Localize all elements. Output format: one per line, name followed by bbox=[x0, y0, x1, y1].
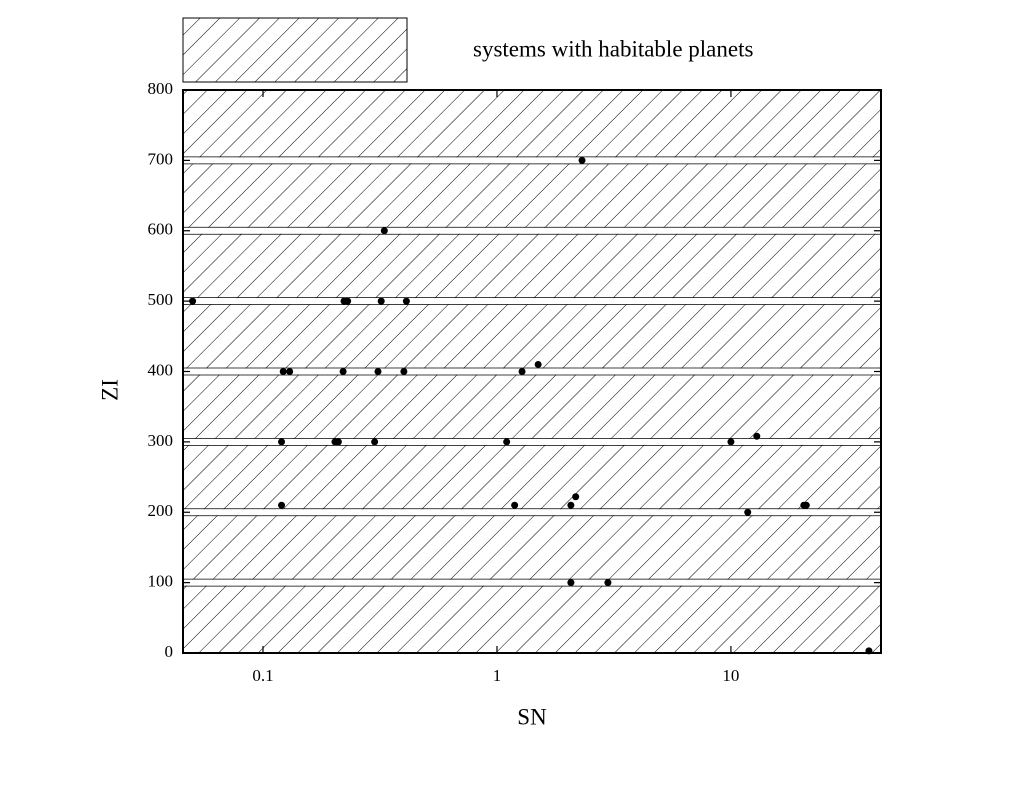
point bbox=[865, 647, 873, 655]
point bbox=[604, 579, 612, 587]
plot-frame bbox=[182, 89, 882, 654]
y-tick-label: 700 bbox=[148, 149, 174, 168]
y-tick-label: 600 bbox=[148, 220, 174, 239]
point bbox=[400, 368, 408, 375]
point bbox=[567, 579, 575, 587]
point bbox=[380, 227, 388, 235]
point bbox=[371, 438, 379, 446]
x-tick-label: 10 bbox=[722, 666, 739, 685]
x-tick-label: 1 bbox=[493, 666, 502, 685]
point bbox=[572, 493, 580, 501]
point bbox=[727, 438, 735, 446]
point bbox=[286, 368, 294, 375]
y-tick-label: 400 bbox=[148, 360, 174, 379]
point bbox=[189, 297, 197, 305]
y-tick-label: 300 bbox=[148, 431, 174, 450]
point bbox=[339, 368, 347, 375]
point bbox=[511, 501, 519, 509]
y-tick-label: 0 bbox=[165, 642, 174, 661]
point bbox=[567, 501, 575, 509]
point bbox=[374, 368, 382, 375]
point bbox=[278, 438, 286, 446]
point bbox=[534, 360, 542, 368]
point bbox=[334, 438, 342, 446]
x-axis-title: SN bbox=[517, 704, 547, 729]
legend-swatch bbox=[182, 17, 408, 83]
point bbox=[753, 432, 761, 440]
point bbox=[344, 297, 352, 305]
y-tick-label: 500 bbox=[148, 290, 174, 309]
y-tick-label: 100 bbox=[148, 572, 174, 591]
y-tick-label: 200 bbox=[148, 501, 174, 520]
point bbox=[744, 508, 752, 516]
point bbox=[503, 438, 511, 446]
point bbox=[802, 501, 810, 509]
point bbox=[279, 368, 287, 375]
point bbox=[578, 156, 586, 164]
legend-label: systems with habitable planets bbox=[473, 36, 753, 61]
point bbox=[402, 297, 410, 305]
point bbox=[518, 368, 526, 375]
y-axis-title: ZI bbox=[97, 379, 122, 401]
point bbox=[278, 501, 286, 509]
x-tick-label: 0.1 bbox=[252, 666, 273, 685]
y-tick-label: 800 bbox=[148, 79, 174, 98]
point bbox=[377, 297, 385, 305]
